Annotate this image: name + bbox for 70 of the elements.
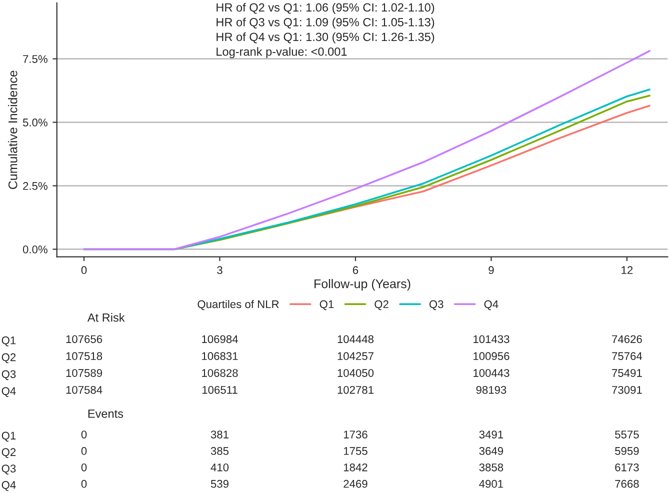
data-label: 106984 xyxy=(202,335,238,344)
data-label: 7668 xyxy=(615,480,639,488)
data-label: 2469 xyxy=(344,480,368,488)
data-label: 0 xyxy=(81,447,87,455)
x-tick-label: 6 xyxy=(352,266,358,274)
data-label: 100443 xyxy=(474,369,510,377)
y-tick-label: 2.5% xyxy=(23,182,48,190)
data-label: 107518 xyxy=(66,352,102,360)
chart-title: At Risk xyxy=(87,313,125,322)
data-label: 102781 xyxy=(338,386,374,394)
data-label: 104257 xyxy=(338,352,374,360)
data-label: 3649 xyxy=(479,447,504,455)
data-label: 6173 xyxy=(615,463,639,472)
data-label: 98193 xyxy=(476,386,506,394)
data-label: 410 xyxy=(210,463,229,472)
data-label: 75764 xyxy=(612,352,642,360)
y-tick-label: 0.0% xyxy=(22,246,48,254)
data-label: 3858 xyxy=(479,463,504,472)
y-tick-label: 7.5% xyxy=(23,55,48,63)
y-tick-label: Q3 xyxy=(2,370,16,380)
data-label: 385 xyxy=(210,447,229,455)
data-label: 4901 xyxy=(479,480,504,488)
data-label: 104050 xyxy=(338,369,374,377)
data-label: 539 xyxy=(210,480,228,488)
legend-label: Q3 xyxy=(429,300,444,310)
data-label: 0 xyxy=(81,480,87,488)
data-label: 101433 xyxy=(474,335,510,344)
x-axis-title: Follow-up (Years) xyxy=(314,279,410,291)
y-tick-label: Q4 xyxy=(2,387,16,397)
data-label: 1755 xyxy=(344,447,368,455)
data-label: 0 xyxy=(81,430,87,438)
x-tick-label: 12 xyxy=(622,266,633,274)
x-tick-label: 0 xyxy=(81,266,87,274)
data-label: 5959 xyxy=(615,447,639,455)
annotation: HR of Q4 vs Q1: 1.30 (95% CI: 1.26-1.35) xyxy=(216,32,434,44)
y-tick-label: Q3 xyxy=(2,464,16,474)
data-label: 1842 xyxy=(344,463,368,472)
y-tick-label: Q1 xyxy=(2,432,16,442)
data-label: 3491 xyxy=(479,430,504,438)
annotation: HR of Q2 vs Q1: 1.06 (95% CI: 1.02-1.10) xyxy=(216,2,434,14)
legend-label: Q2 xyxy=(374,300,388,310)
data-label: 75491 xyxy=(612,369,642,377)
data-label: 106828 xyxy=(202,369,238,377)
data-label: 381 xyxy=(210,430,228,438)
chart-title: Events xyxy=(88,410,124,418)
annotation: Log-rank p-value: <0.001 xyxy=(216,47,347,58)
data-label: 106831 xyxy=(202,352,238,360)
data-label: 74626 xyxy=(612,335,642,344)
annotation: HR of Q3 vs Q1: 1.09 (95% CI: 1.05-1.13) xyxy=(216,18,434,29)
data-label: 106511 xyxy=(202,386,238,394)
data-label: 0 xyxy=(81,463,87,472)
y-tick-label: Q1 xyxy=(2,336,16,346)
x-tick-label: 9 xyxy=(488,266,494,274)
y-tick-label: Q2 xyxy=(2,353,16,364)
data-label: 104448 xyxy=(338,335,374,344)
data-label: 73091 xyxy=(612,386,642,394)
y-tick-label: Q4 xyxy=(2,481,16,491)
y-axis-title: Cumulative Incidence xyxy=(8,70,18,190)
data-label: 100956 xyxy=(474,352,510,360)
data-label: 107589 xyxy=(66,369,102,377)
legend-title: Quartiles of NLR xyxy=(198,300,279,310)
legend-label: Q1 xyxy=(320,300,334,310)
data-label: 107656 xyxy=(66,335,102,344)
x-tick-label: 3 xyxy=(217,266,222,274)
y-tick-label: 5.0% xyxy=(22,118,48,126)
legend-label: Q4 xyxy=(484,300,498,310)
data-label: 107584 xyxy=(66,386,102,394)
data-label: 5575 xyxy=(615,430,639,438)
data-label: 1736 xyxy=(344,430,368,438)
y-tick-label: Q2 xyxy=(2,448,16,458)
